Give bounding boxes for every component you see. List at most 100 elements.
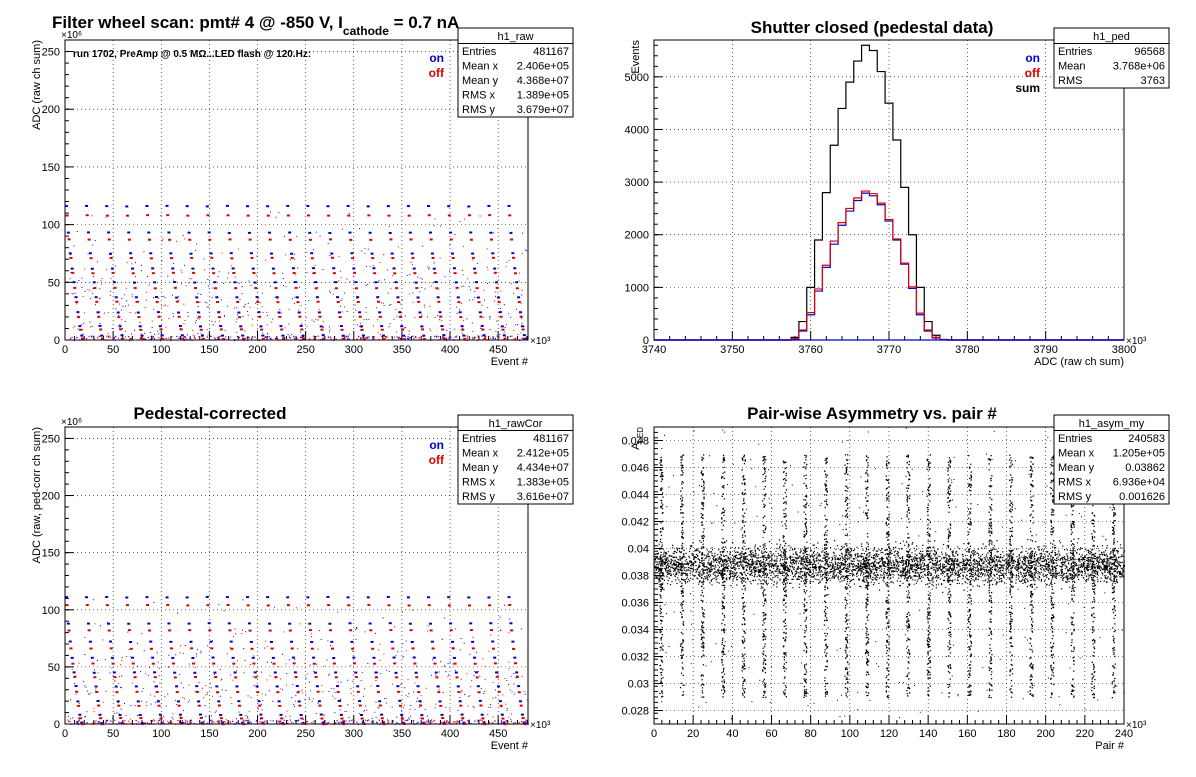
noise-point-off <box>134 312 136 314</box>
base-point-off <box>383 721 385 723</box>
noise-point-on <box>97 723 99 725</box>
noise-point-off <box>403 707 405 709</box>
base-point-on <box>193 722 196 725</box>
noise-point-off <box>412 301 414 303</box>
data-point-off <box>521 328 525 331</box>
base-point-on <box>459 723 461 725</box>
base-point-off <box>464 339 466 342</box>
noise-point-off <box>141 633 143 635</box>
noise-point-on <box>521 289 523 291</box>
data-point-off <box>79 328 83 331</box>
noise-point-off <box>285 684 287 686</box>
base-point-off <box>356 338 358 340</box>
noise-point-off <box>433 225 435 227</box>
base-point-on <box>236 721 238 724</box>
noise-point-off <box>285 663 287 665</box>
y-tick-label: 250 <box>42 47 60 59</box>
data-point-on <box>517 296 521 299</box>
noise-point-on <box>391 706 393 708</box>
data-point-on <box>321 722 325 725</box>
data-point-off <box>266 604 270 607</box>
data-point-on <box>471 640 475 643</box>
noise-point-on <box>435 674 437 676</box>
noise-point-on <box>408 330 410 332</box>
noise-point-on <box>469 695 471 697</box>
noise-point-on <box>513 683 515 685</box>
data-point-off <box>65 604 69 607</box>
noise-point-on <box>219 668 221 670</box>
base-point-off <box>256 339 259 341</box>
noise-point-on <box>202 716 204 718</box>
data-point-on <box>341 334 345 337</box>
data-point-off <box>515 675 519 678</box>
noise-point-on <box>309 699 311 701</box>
noise-point-off <box>441 319 443 321</box>
noise-point-off <box>378 707 380 709</box>
noise-point-off <box>265 640 267 642</box>
noise-point-off <box>383 697 385 699</box>
y-tick-label: 0.046 <box>621 463 649 475</box>
data-point-off <box>71 271 75 274</box>
noise-point-on <box>134 262 136 264</box>
noise-point-on <box>444 276 446 278</box>
noise-point-on <box>243 672 245 674</box>
data-point-on <box>334 281 338 284</box>
y-multiplier: ×10⁶ <box>61 417 82 428</box>
noise-point-on <box>244 330 246 332</box>
data-point-on <box>94 296 98 299</box>
noise-point-off <box>463 218 465 220</box>
data-point-on <box>442 721 446 724</box>
data-point-off <box>499 704 503 707</box>
base-point-on <box>477 335 479 337</box>
noise-point-on <box>239 723 241 725</box>
data-point-off <box>256 301 260 304</box>
noise-point-off <box>292 647 294 649</box>
data-point-on <box>213 281 217 284</box>
noise-point-on <box>154 695 156 697</box>
data-point-off <box>87 629 91 632</box>
noise-point-off <box>484 339 486 341</box>
noise-point-off <box>461 286 463 288</box>
data-point-on <box>489 231 493 234</box>
noise-point-on <box>410 704 412 706</box>
noise-point-off <box>298 309 300 311</box>
data-point-on <box>432 267 436 270</box>
data-point-on <box>86 622 90 625</box>
data-point-on <box>348 231 352 234</box>
noise-point-on <box>375 307 377 309</box>
noise-point-off <box>452 663 454 665</box>
stats-value: 96568 <box>1134 46 1165 58</box>
base-point-on <box>452 339 454 341</box>
histogram-sum <box>654 44 1124 341</box>
data-point-off <box>141 338 145 341</box>
base-point-off <box>426 720 428 722</box>
noise-point-on <box>416 697 418 699</box>
noise-point-on <box>438 671 440 673</box>
base-point-off <box>237 336 239 338</box>
noise-point-off <box>257 707 259 709</box>
data-point-off <box>469 238 473 241</box>
noise-point-off <box>403 339 405 341</box>
data-point-off <box>157 704 161 707</box>
noise-point-off <box>286 710 288 712</box>
stats-value: 0.001626 <box>1119 491 1165 503</box>
noise-point-off <box>297 648 299 650</box>
noise-point-on <box>409 715 411 717</box>
data-point-off <box>483 723 487 726</box>
base-point-on <box>266 722 268 724</box>
data-point-off <box>495 675 499 678</box>
noise-point-off <box>301 692 303 694</box>
noise-point-off <box>188 663 190 665</box>
noise-point-on <box>469 299 471 301</box>
noise-point-on <box>156 651 158 653</box>
data-point-off <box>290 256 294 259</box>
noise-point-on <box>176 704 178 706</box>
base-point-on <box>325 723 327 725</box>
noise-point-on <box>490 723 492 725</box>
stats-label: Entries <box>462 433 497 445</box>
noise-point-on <box>96 660 98 662</box>
base-point-on <box>305 723 307 726</box>
data-point-off <box>461 328 465 331</box>
noise-point-off <box>256 675 258 677</box>
